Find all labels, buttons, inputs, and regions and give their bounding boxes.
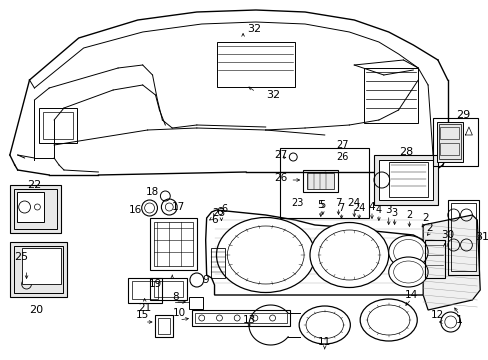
Bar [216,42,295,87]
Text: 14: 14 [404,290,417,300]
Text: 13: 13 [242,315,255,325]
Text: 3: 3 [391,208,397,218]
Bar [188,297,203,309]
Bar [43,112,73,139]
Text: 27: 27 [273,150,286,160]
Bar [191,310,290,326]
Text: 7: 7 [335,198,341,208]
Text: 8: 8 [171,292,178,302]
Text: 26: 26 [336,152,348,162]
Text: 19: 19 [148,279,162,289]
Text: 25: 25 [15,252,29,262]
Text: 6: 6 [211,215,217,225]
Text: 3: 3 [385,205,391,215]
Bar [10,185,61,233]
Bar [14,189,57,229]
Bar [439,143,458,155]
Text: 12: 12 [430,310,444,320]
Bar [14,246,63,293]
Text: 23: 23 [211,208,224,218]
Ellipse shape [393,261,422,283]
Bar [388,162,427,197]
Text: 7: 7 [338,203,344,213]
Text: 5: 5 [319,200,325,210]
Text: 24: 24 [347,198,360,208]
Bar [424,240,444,278]
Bar [438,124,460,159]
Bar [373,155,437,205]
Text: 11: 11 [318,337,331,347]
Ellipse shape [318,230,379,280]
Bar [155,315,173,337]
Text: 16: 16 [129,205,142,215]
Text: 15: 15 [136,310,149,320]
Bar [436,122,462,162]
Bar [439,127,458,139]
Text: 4: 4 [368,202,374,212]
Text: 28: 28 [399,147,413,157]
Text: 4: 4 [375,205,381,215]
Bar [194,313,287,323]
Text: 21: 21 [138,303,151,313]
Text: 32: 32 [266,90,280,100]
Bar [432,118,477,166]
Polygon shape [205,210,427,295]
Text: 2: 2 [426,223,432,233]
Bar [306,173,333,189]
Text: 9: 9 [202,275,208,285]
Text: 24: 24 [352,203,365,213]
Ellipse shape [299,306,349,344]
Text: 32: 32 [246,24,261,34]
Bar [39,108,77,143]
Ellipse shape [388,257,427,287]
Text: 18: 18 [145,187,159,197]
Polygon shape [422,215,479,310]
Text: 6: 6 [221,204,227,214]
Bar [378,160,432,200]
Ellipse shape [227,226,304,284]
Bar [17,192,44,222]
Ellipse shape [393,239,422,265]
Text: 26: 26 [273,173,286,183]
Bar [149,278,186,300]
Text: 5: 5 [317,200,324,210]
Text: 22: 22 [27,180,41,190]
Bar [158,318,170,334]
Text: 30: 30 [440,230,453,240]
Text: 2: 2 [421,213,427,223]
Text: 20: 20 [29,305,43,315]
Bar [128,278,162,303]
Ellipse shape [305,311,343,338]
Text: 31: 31 [474,232,488,242]
Bar [153,281,183,297]
Text: 1: 1 [455,315,462,325]
Text: 10: 10 [172,308,185,318]
Bar [364,68,417,123]
Bar [149,218,196,270]
Ellipse shape [367,305,409,335]
Text: 6: 6 [216,207,223,217]
Bar [450,203,475,271]
Text: 27: 27 [336,140,348,150]
Ellipse shape [360,299,416,341]
Ellipse shape [388,235,427,269]
Ellipse shape [309,222,388,288]
Bar [447,200,478,275]
Bar [21,248,61,284]
Bar [153,222,192,266]
Text: 29: 29 [455,110,469,120]
Text: 17: 17 [171,202,184,212]
Bar [10,242,67,297]
Bar [210,248,225,278]
Ellipse shape [216,217,314,293]
Bar [280,148,368,218]
Text: 23: 23 [290,198,303,208]
Bar [132,281,158,299]
Text: 2: 2 [406,210,412,220]
Bar [303,170,337,192]
